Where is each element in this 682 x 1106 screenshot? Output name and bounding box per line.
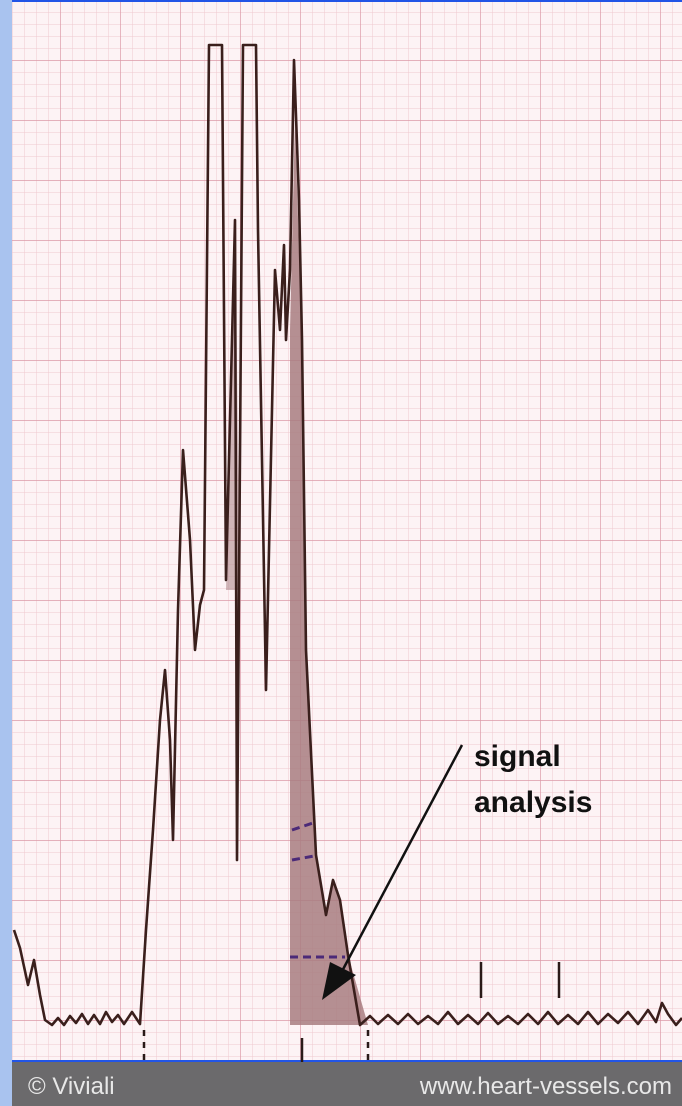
footer-bar — [12, 1062, 682, 1106]
annotation-analysis-label: analysis — [474, 786, 592, 819]
ecg-trace — [12, 43, 682, 1027]
ecg-paper — [12, 2, 682, 1060]
measurement-dashes — [290, 820, 345, 959]
website-label: www.heart-vessels.com — [419, 1073, 672, 1100]
arrow-pointer-icon — [322, 744, 464, 1000]
left-frame-bar — [0, 0, 12, 1106]
signal-analysis-highlight — [290, 120, 368, 1025]
annotation-signal-label: signal — [474, 740, 561, 773]
copyright-label: © Viviali — [28, 1073, 115, 1100]
